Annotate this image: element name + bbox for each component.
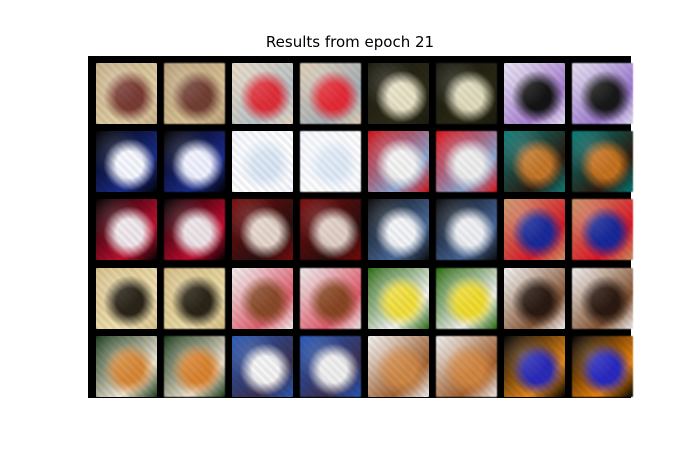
- tile-bird-3-0: [96, 267, 157, 329]
- tile-dog-0-4: [368, 63, 429, 124]
- figure-title: Results from epoch 21: [265, 33, 435, 51]
- tile-cat-3-6: [504, 267, 565, 329]
- tile-cat-2-6: [504, 199, 565, 261]
- tile-dog-0-1: [164, 63, 225, 124]
- tile-cat-4-0: [96, 335, 157, 397]
- tile-ship-4-3: [300, 335, 361, 397]
- tile-dog-1-1: [164, 131, 225, 193]
- tile-cat-3-7: [572, 267, 633, 329]
- tile-cat-2-7: [572, 199, 633, 261]
- tile-car-0-2: [232, 63, 293, 124]
- tile-cat-4-4: [368, 335, 429, 397]
- tile-dog-2-2: [232, 199, 293, 261]
- tile-bird-3-1: [164, 267, 225, 329]
- tile-dog-0-6: [504, 63, 565, 124]
- tile-dog-3-3: [300, 267, 361, 329]
- tile-frog-3-5: [436, 267, 497, 329]
- tile-ship-4-7: [572, 335, 633, 397]
- tile-cat-4-1: [164, 335, 225, 397]
- tile-bird-1-3: [300, 131, 361, 193]
- tile-ship-4-6: [504, 335, 565, 397]
- tile-dog-2-3: [300, 199, 361, 261]
- tile-dog-1-0: [96, 131, 157, 193]
- tile-car-0-3: [300, 63, 361, 124]
- tile-frog-3-4: [368, 267, 429, 329]
- tile-dog-2-1: [164, 199, 225, 261]
- tile-truck-2-5: [436, 199, 497, 261]
- tile-cat-1-4: [368, 131, 429, 193]
- tile-truck-2-4: [368, 199, 429, 261]
- tile-cat-4-5: [436, 335, 497, 397]
- tile-dog-2-0: [96, 199, 157, 261]
- tile-dog-1-6: [504, 131, 565, 193]
- tile-dog-0-0: [96, 63, 157, 124]
- tile-bird-1-2: [232, 131, 293, 193]
- tile-dog-3-2: [232, 267, 293, 329]
- image-grid: [88, 56, 633, 398]
- tile-dog-1-7: [572, 131, 633, 193]
- tile-dog-0-7: [572, 63, 633, 124]
- tile-ship-4-2: [232, 335, 293, 397]
- tile-dog-0-5: [436, 63, 497, 124]
- tile-cat-1-5: [436, 131, 497, 193]
